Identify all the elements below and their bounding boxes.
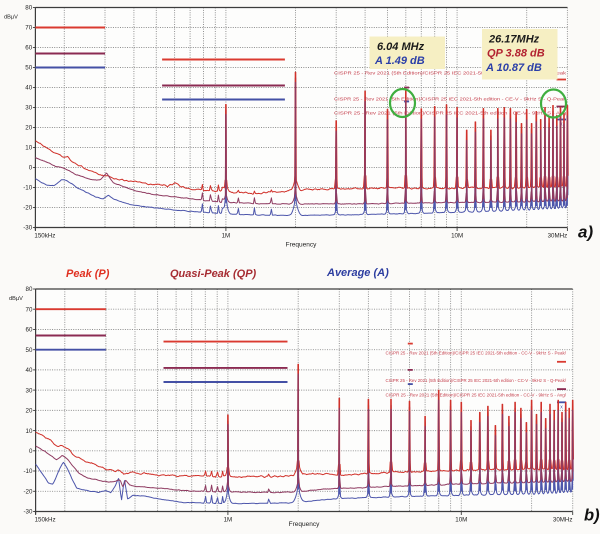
svg-text:30MHz: 30MHz [548,233,568,240]
svg-text:150kHz: 150kHz [35,517,56,524]
svg-text:-20: -20 [23,489,33,496]
svg-text:CISPR 25 - Rev 2021 (5th Editi: CISPR 25 - Rev 2021 (5th Edition)/CISPR … [334,97,567,102]
svg-text:20: 20 [25,125,32,132]
svg-text:30: 30 [26,387,33,394]
svg-text:1M: 1M [224,517,233,524]
svg-text:b): b) [584,507,600,525]
svg-text:x: x [560,404,563,410]
svg-text:dBµV: dBµV [9,296,23,302]
svg-text:Frequency: Frequency [289,521,320,528]
svg-text:0: 0 [29,165,33,172]
svg-text:dBµV: dBµV [4,15,18,21]
svg-text:60: 60 [26,327,33,334]
svg-text:Average (A): Average (A) [326,267,389,279]
svg-text:Frequency: Frequency [286,242,317,249]
svg-text:50: 50 [26,347,33,354]
svg-text:10M: 10M [455,517,467,524]
svg-text:-30: -30 [23,225,33,232]
svg-text:QP 3.88 dB: QP 3.88 dB [487,48,545,60]
svg-text:A 1.49 dB: A 1.49 dB [374,55,425,67]
svg-text:6.04 MHz: 6.04 MHz [377,41,425,53]
svg-text:80: 80 [26,286,33,293]
svg-text:a): a) [578,223,593,242]
svg-text:CISPR 25 - Rev 2021 (5th Editi: CISPR 25 - Rev 2021 (5th Edition)/CISPR … [386,351,567,356]
svg-text:150kHz: 150kHz [34,233,55,240]
svg-text:-10: -10 [23,468,33,475]
svg-text:Quasi-Peak (QP): Quasi-Peak (QP) [170,268,257,280]
svg-text:70: 70 [25,25,32,32]
svg-text:30: 30 [25,105,32,112]
svg-text:40: 40 [25,85,32,92]
svg-text:70: 70 [26,306,33,313]
svg-text:1M: 1M [222,233,231,240]
svg-text:x: x [560,122,563,128]
svg-text:60: 60 [25,45,32,52]
svg-text:0: 0 [29,448,33,455]
svg-text:10: 10 [26,428,33,435]
svg-text:30MHz: 30MHz [553,517,573,524]
svg-text:50: 50 [25,65,32,72]
svg-text:10M: 10M [451,233,463,240]
svg-text:-30: -30 [23,509,33,516]
svg-text:-10: -10 [23,185,33,192]
svg-text:-20: -20 [23,205,33,212]
svg-text:CISPR 25 - Rev 2021 (5th Editi: CISPR 25 - Rev 2021 (5th Edition)/CISPR … [334,111,567,116]
svg-text:Peak (P): Peak (P) [66,268,110,280]
svg-text:CISPR 25 - Rev 2021 (5th Editi: CISPR 25 - Rev 2021 (5th Edition)/CISPR … [386,378,567,383]
svg-text:A 10.87 dB: A 10.87 dB [485,62,542,74]
svg-text:CISPR 25 - Rev 2021 (5th Editi: CISPR 25 - Rev 2021 (5th Edition)/CISPR … [386,393,567,398]
svg-text:10: 10 [25,145,32,152]
svg-text:40: 40 [26,367,33,374]
svg-text:CISPR 25 - Rev 2021 (5th Editi: CISPR 25 - Rev 2021 (5th Edition)/CISPR … [334,71,567,76]
svg-text:80: 80 [25,5,32,12]
svg-text:20: 20 [26,408,33,415]
svg-text:26.17MHz: 26.17MHz [488,34,540,46]
